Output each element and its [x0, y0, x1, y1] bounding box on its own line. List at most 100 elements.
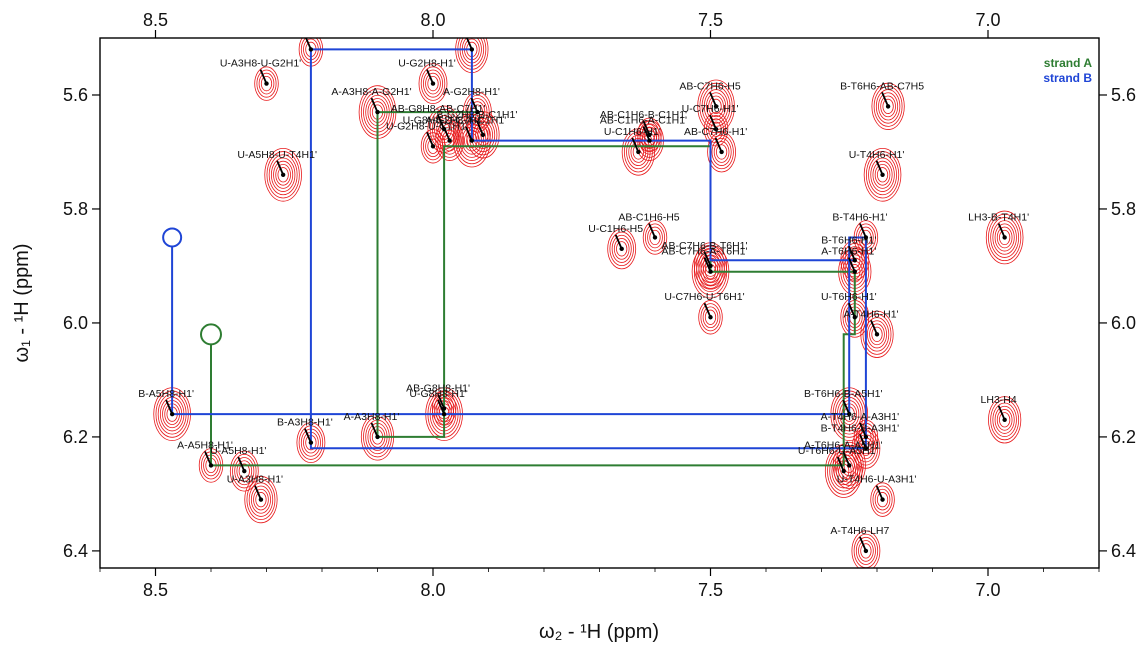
contour-ring	[238, 463, 250, 479]
legend-strand-b: strand B	[1043, 71, 1092, 85]
peak-label: B-T6H6-H1'	[821, 234, 876, 246]
contour-ring	[439, 126, 460, 155]
peak-label: U-G8H8-U-C7H1'	[403, 115, 485, 127]
peak-leader-line	[276, 160, 284, 176]
contour-ring	[649, 229, 661, 246]
contour-ring	[994, 223, 1015, 252]
contour-ring	[253, 488, 269, 511]
contour-ring	[616, 241, 628, 257]
peak-leader-line	[631, 137, 640, 153]
peak-leader-line	[875, 485, 884, 500]
contour-ring	[701, 85, 731, 127]
contour-ring	[472, 120, 493, 149]
contour-ring	[277, 167, 289, 183]
contour-ring	[420, 66, 446, 101]
contour-ring	[244, 476, 278, 524]
contour-ring	[999, 229, 1011, 246]
contour-ring	[872, 160, 893, 189]
contour-ring	[434, 115, 455, 144]
contour-ring	[870, 482, 895, 517]
peak-leader-line	[370, 97, 379, 113]
contour-ring	[715, 144, 728, 160]
contour-ring	[703, 111, 729, 147]
peak-leader-line	[204, 451, 212, 466]
contour-ring	[988, 396, 1022, 444]
contour-ring	[418, 63, 448, 104]
peak-label: AB-C1H6-A-C1H1'	[600, 115, 687, 127]
contour-ring	[628, 137, 649, 166]
peak-leader-line	[237, 456, 246, 472]
peak-leader-line	[426, 131, 434, 147]
peak-label: LH3-H4	[981, 394, 1017, 406]
peak-label: U-T6H6-H1'	[821, 291, 877, 303]
peak-label: AB-G8H8-AB-C7H1'	[391, 103, 486, 115]
peak-label: B-G2H8-H1'	[437, 23, 494, 35]
peak-leader-line	[859, 223, 867, 238]
contour-ring	[645, 223, 666, 252]
peak-leader-line	[614, 234, 623, 250]
contour-ring	[264, 147, 302, 202]
contour-ring	[713, 141, 730, 163]
peak-leader-line	[881, 92, 889, 107]
contour-ring	[248, 482, 274, 517]
contour-ring	[707, 131, 736, 173]
peak-label: B-T4H6-H1'	[832, 211, 887, 223]
peak-leader-line	[437, 394, 445, 409]
x-tick-label-bottom: 7.0	[975, 580, 1000, 600]
peak-leader-line	[437, 399, 445, 415]
contour-ring	[234, 457, 255, 486]
y-tick-label-left: 5.6	[63, 85, 88, 105]
contour-ring	[246, 479, 276, 521]
legend-strand-a: strand A	[1044, 56, 1093, 70]
contour-ring	[275, 163, 291, 186]
contour-ring	[878, 92, 899, 121]
peak-label: AB-C7H6-H1'	[684, 126, 747, 138]
peak-leader-line	[703, 257, 712, 273]
x-tick-label-bottom: 8.0	[420, 580, 445, 600]
peak-leader-line	[870, 319, 878, 335]
contour-ring	[704, 309, 717, 325]
contour-ring	[863, 147, 902, 202]
x-tick-label-top: 7.5	[698, 10, 723, 30]
x-tick-label-top: 8.5	[143, 10, 168, 30]
y-tick-label-right: 5.6	[1111, 85, 1136, 105]
contour-ring	[874, 488, 891, 511]
peak-leader-line	[709, 92, 717, 107]
contour-ring	[872, 485, 893, 514]
contour-ring	[256, 69, 277, 98]
peak-leader-line	[465, 126, 473, 141]
contour-ring	[990, 399, 1020, 441]
peak-leader-line	[254, 485, 262, 500]
peak-label: U-C1H6-H1'	[604, 126, 661, 138]
peak-label: A-A3H8-A-G2H1'	[331, 86, 411, 98]
peak-label: U-T4H6-H1'	[849, 149, 905, 161]
contour-ring	[860, 310, 894, 358]
peak-leader-line	[304, 428, 312, 443]
contour-ring	[436, 118, 452, 140]
axis-ticks: 8.5 8.5 8.0 8.0 7.5 7.5 7.0 7.0 5.6 5.6 5.8 5.8 6.0 6…	[63, 10, 1136, 600]
peak-label: AB-C1H6-B-C1H1'	[600, 109, 687, 121]
contour-ring	[710, 121, 722, 137]
peak-leader-line	[859, 422, 867, 438]
contour-ring	[698, 300, 723, 335]
peak-label: U-G2H8-U-C1H1'	[386, 120, 468, 132]
y-tick-label-left: 6.4	[63, 541, 88, 561]
contour-ring	[250, 485, 271, 514]
contour-ring	[702, 306, 719, 329]
contour-ring	[613, 238, 630, 260]
contour-ring	[869, 323, 885, 346]
peak-label: A-T4H6-A-A3H1'	[821, 411, 899, 423]
contour-ring	[851, 530, 881, 568]
peak-label: B-T4H6-B-A3H1'	[821, 422, 899, 434]
y-tick-label-right: 5.8	[1111, 199, 1136, 219]
contour-ring	[990, 217, 1020, 258]
contour-ring	[258, 72, 275, 95]
contour-ring	[427, 75, 439, 92]
plot-background	[100, 38, 1099, 568]
contour-ring	[865, 151, 900, 199]
peak-leader-line	[842, 399, 851, 415]
contour-ring	[871, 326, 883, 342]
peak-label: U-A5H8-U-T4H1'	[237, 149, 317, 161]
contour-ring	[868, 154, 897, 196]
